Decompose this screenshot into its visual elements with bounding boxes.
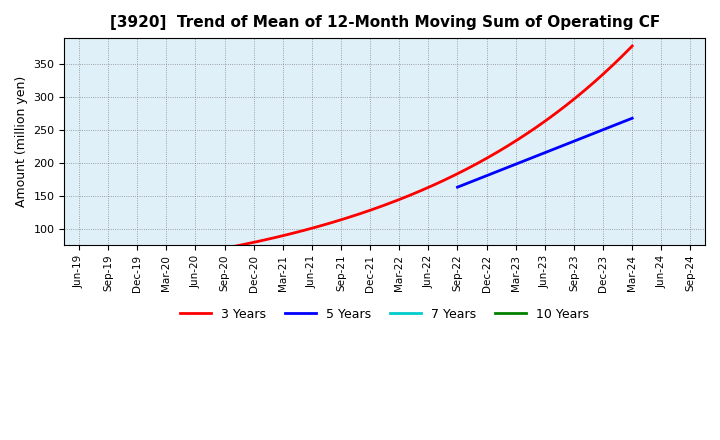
- Title: [3920]  Trend of Mean of 12-Month Moving Sum of Operating CF: [3920] Trend of Mean of 12-Month Moving …: [109, 15, 660, 30]
- Y-axis label: Amount (million yen): Amount (million yen): [15, 76, 28, 207]
- Legend: 3 Years, 5 Years, 7 Years, 10 Years: 3 Years, 5 Years, 7 Years, 10 Years: [175, 303, 595, 326]
